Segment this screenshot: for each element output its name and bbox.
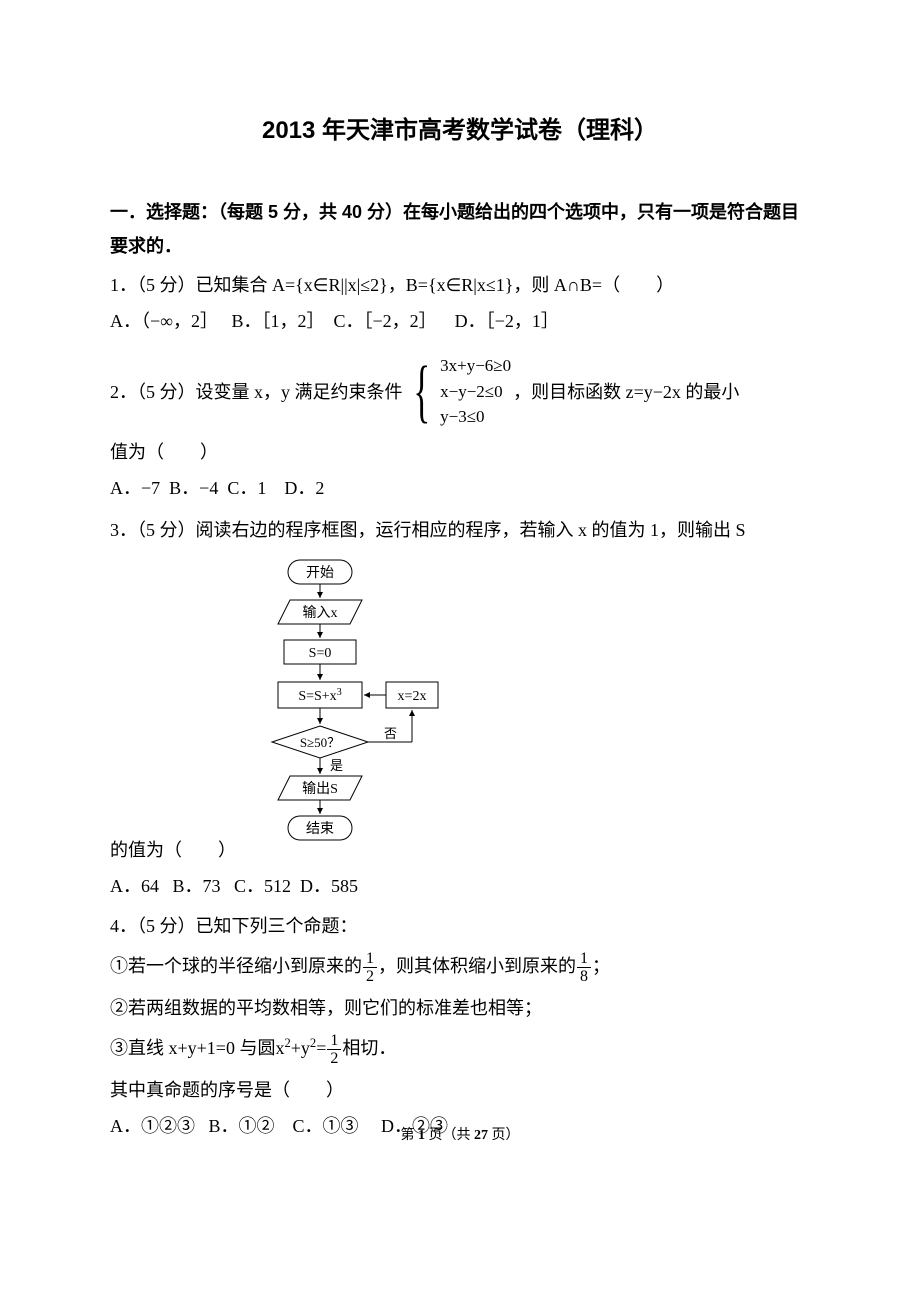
fc-no-label: 否 [384, 726, 397, 741]
fc-yes-label: 是 [330, 758, 343, 773]
q2-options: A．−7 B．−4 C．1 D．2 [110, 470, 810, 506]
question-3: 3．（5 分）阅读右边的程序框图，运行相应的程序，若输入 x 的值为 1，则输出… [110, 512, 810, 548]
page-footer: 第 1 页（共 27 页） [0, 1124, 920, 1144]
q1-opt-b: B．［1，2］ [231, 311, 324, 331]
fc-end: 结束 [306, 821, 334, 837]
q4-p2: ②若两组数据的平均数相等，则它们的标准差也相等； [110, 990, 810, 1026]
question-1: 1．（5 分）已知集合 A={x∈R||x|≤2}，B={x∈R|x≤1}，则 … [110, 267, 810, 303]
q3-text: 3．（5 分）阅读右边的程序框图，运行相应的程序，若输入 x 的值为 1，则输出… [110, 520, 746, 540]
fc-input: 输入x [303, 605, 338, 621]
q4-p1b: ，则其体积缩小到原来的 [378, 956, 576, 976]
fc-upd: x=2x [398, 689, 427, 704]
q2-c1: 3x+y−6≥0 [440, 353, 511, 379]
q4-p3: ③直线 x+y+1=0 与圆x2+y2=12相切． [110, 1030, 810, 1068]
q2-opt-b: B．−4 [169, 478, 218, 498]
frac-1-2: 12 [363, 950, 377, 986]
frac-1-2b: 12 [327, 1032, 341, 1068]
q4-p3b: 相切． [342, 1038, 396, 1058]
q1-opt-a: A．（−∞，2］ [110, 311, 218, 331]
q4-p1c: ； [592, 956, 610, 976]
q2-c3: y−3≤0 [440, 404, 511, 430]
flowchart-svg: 开始 输入x S=0 S=S+x3 x=2x S≥50？ [250, 556, 470, 856]
q1-text: 1．（5 分）已知集合 A={x∈R||x|≤2}，B={x∈R|x≤1}，则 … [110, 275, 674, 295]
q4-p3a: ③直线 x+y+1=0 与圆 [110, 1038, 275, 1058]
q2-suffix: ，则目标函数 z=y−2x 的最小 [513, 374, 739, 410]
q4-eq: x2+y2= [275, 1038, 326, 1058]
q3-options: A．64 B．73 C．512 D．585 [110, 868, 810, 904]
flowchart: 开始 输入x S=0 S=S+x3 x=2x S≥50？ [250, 556, 470, 856]
question-2: 2．（5 分）设变量 x，y 满足约束条件 { 3x+y−6≥0 x−y−2≤0… [110, 353, 810, 430]
q1-opt-d: D．［−2，1］ [455, 311, 559, 331]
exam-title: 2013 年天津市高考数学试卷（理科） [110, 110, 810, 145]
fc-output: 输出S [302, 781, 338, 797]
q1-opt-c: C．［−2，2］ [334, 311, 437, 331]
fc-start: 开始 [306, 565, 334, 581]
svg-text:S=S+x3: S=S+x3 [298, 686, 341, 704]
section-1-header: 一．选择题：（每题 5 分，共 40 分）在每小题给出的四个选项中，只有一项是符… [110, 195, 810, 263]
q2-opt-c: C．1 [227, 478, 266, 498]
page: 2013 年天津市高考数学试卷（理科） 一．选择题：（每题 5 分，共 40 分… [0, 0, 920, 1184]
frac-1-8: 18 [577, 950, 591, 986]
q2-prefix: 2．（5 分）设变量 x，y 满足约束条件 [110, 374, 403, 410]
q2-constraints: { 3x+y−6≥0 x−y−2≤0 y−3≤0 [405, 353, 512, 430]
q3-opt-c: C．512 [234, 876, 291, 896]
q3-row: 开始 输入x S=0 S=S+x3 x=2x S≥50？ [110, 548, 810, 856]
q3-opt-d: D．585 [300, 876, 358, 896]
q3-opt-a: A．64 [110, 876, 159, 896]
q3-opt-b: B．73 [173, 876, 221, 896]
fc-cond: S≥50？ [300, 735, 340, 750]
q4-tail: 其中真命题的序号是（ ） [110, 1072, 810, 1108]
q2-tail: 值为（ ） [110, 434, 810, 470]
q3-tail: 的值为（ ） [110, 840, 236, 860]
q2-opt-d: D．2 [284, 478, 324, 498]
q4-p1: ①若一个球的半径缩小到原来的12，则其体积缩小到原来的18； [110, 948, 810, 986]
q2-c2: x−y−2≤0 [440, 379, 511, 405]
fc-init: S=0 [309, 646, 332, 661]
q4-p1a: ①若一个球的半径缩小到原来的 [110, 956, 362, 976]
q1-options: A．（−∞，2］ B．［1，2］ C．［−2，2］ D．［−2，1］ [110, 303, 810, 339]
brace-icon: { [413, 357, 430, 427]
q2-opt-a: A．−7 [110, 478, 160, 498]
question-4: 4．（5 分）已知下列三个命题： [110, 908, 810, 944]
